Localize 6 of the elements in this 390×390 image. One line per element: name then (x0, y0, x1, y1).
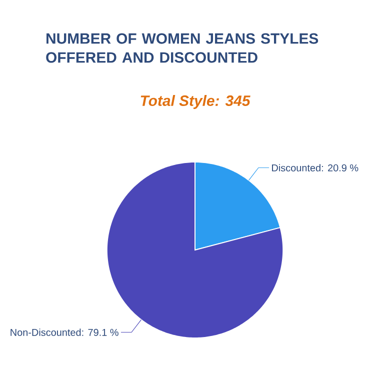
chart-subtitle: Total Style: 345 (140, 95, 250, 109)
chart-title: NUMBER OF WOMEN JEANS STYLES OFFERED AND DISCOUNTED (46, 33, 318, 63)
slice-label: Non-Discounted (10, 328, 81, 336)
slice-label: Discounted (272, 164, 320, 172)
data-label: : 20.9 % (322, 164, 358, 172)
data-label: : 79.1 % (82, 328, 118, 336)
